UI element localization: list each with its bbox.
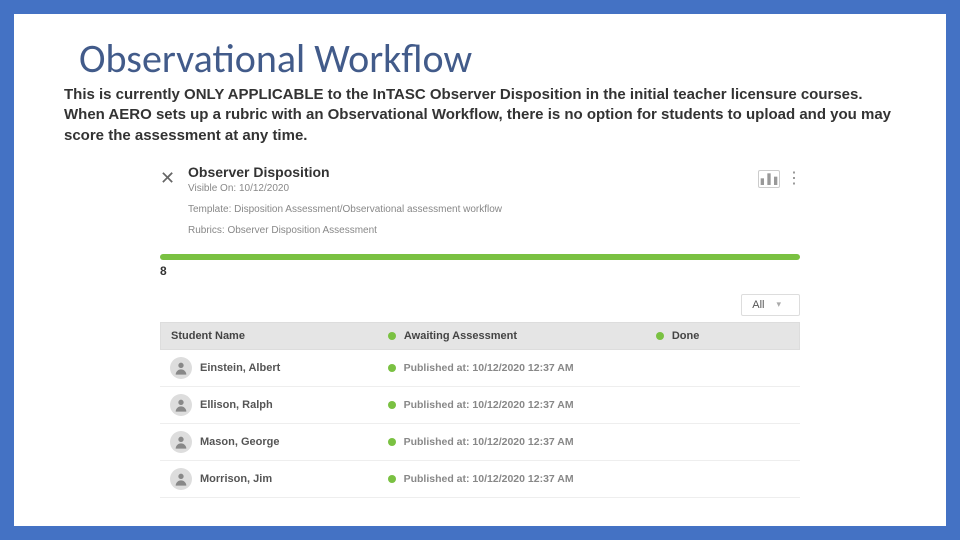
status-dot-icon <box>388 475 396 483</box>
rubrics-text: Rubrics: Observer Disposition Assessment <box>188 225 748 236</box>
student-name: Morrison, Jim <box>200 473 272 485</box>
status-dot-icon <box>388 364 396 372</box>
filter-dropdown[interactable]: All ▾ <box>741 294 800 316</box>
table-row[interactable]: Mason, George Published at: 10/12/2020 12… <box>160 424 800 461</box>
col-awaiting: Awaiting Assessment <box>378 323 646 349</box>
filter-selected: All <box>752 299 764 311</box>
template-text: Template: Disposition Assessment/Observa… <box>188 204 748 215</box>
student-name: Mason, George <box>200 436 279 448</box>
status-dot-icon <box>388 438 396 446</box>
page-title: Observational Workflow <box>79 34 896 83</box>
visible-on-text: Visible On: 10/12/2020 <box>188 183 748 194</box>
table-row[interactable]: Ellison, Ralph Published at: 10/12/2020 1… <box>160 387 800 424</box>
chart-icon[interactable] <box>758 170 780 188</box>
status-text: Published at: 10/12/2020 12:37 AM <box>404 399 574 411</box>
status-dot-icon <box>388 401 396 409</box>
chevron-down-icon: ▾ <box>776 299 781 310</box>
student-name: Einstein, Albert <box>200 362 280 374</box>
panel-title: Observer Disposition <box>188 164 748 180</box>
progress-bar: 8 <box>160 254 800 278</box>
kebab-menu-icon[interactable]: ⋮ <box>786 174 800 184</box>
close-icon[interactable]: ✕ <box>160 168 178 189</box>
table-row[interactable]: Morrison, Jim Published at: 10/12/2020 12… <box>160 461 800 498</box>
table-row[interactable]: Einstein, Albert Published at: 10/12/2020… <box>160 350 800 387</box>
status-text: Published at: 10/12/2020 12:37 AM <box>404 362 574 374</box>
status-dot-icon <box>388 332 396 340</box>
avatar <box>170 394 192 416</box>
status-text: Published at: 10/12/2020 12:37 AM <box>404 473 574 485</box>
progress-value: 8 <box>160 264 800 278</box>
avatar <box>170 468 192 490</box>
slide-frame: Observational Workflow This is currently… <box>0 0 960 540</box>
avatar <box>170 357 192 379</box>
app-screenshot: ✕ Observer Disposition Visible On: 10/12… <box>160 164 800 498</box>
table-header: Student Name Awaiting Assessment Done <box>160 322 800 350</box>
description-text: This is currently ONLY APPLICABLE to the… <box>64 85 896 146</box>
col-student-name: Student Name <box>161 323 378 349</box>
avatar <box>170 431 192 453</box>
student-name: Ellison, Ralph <box>200 399 273 411</box>
panel-header: ✕ Observer Disposition Visible On: 10/12… <box>160 164 800 236</box>
col-done: Done <box>646 323 799 349</box>
status-dot-icon <box>656 332 664 340</box>
status-text: Published at: 10/12/2020 12:37 AM <box>404 436 574 448</box>
